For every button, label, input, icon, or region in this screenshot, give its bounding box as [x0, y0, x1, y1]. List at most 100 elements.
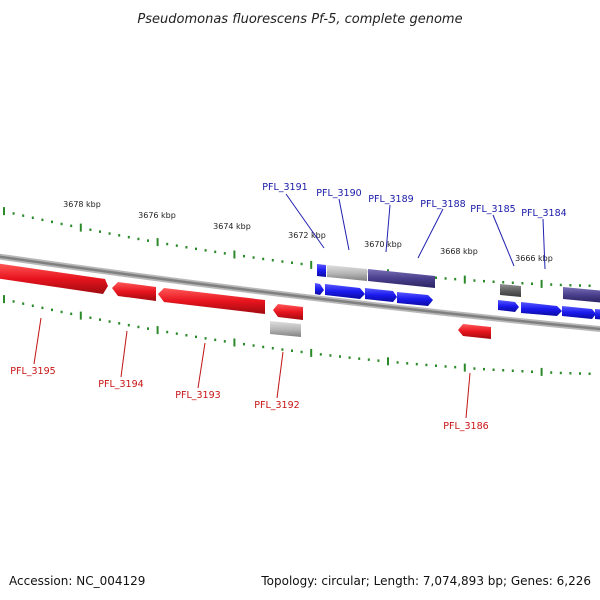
- lower-scale-tick: [223, 340, 226, 343]
- upper-scale-tick: [233, 250, 236, 259]
- gene-PFL_3184-dark[interactable]: [563, 287, 600, 303]
- lower-scale-tick: [166, 330, 169, 334]
- lower-scale-tick: [502, 369, 505, 372]
- upper-scale-tick: [243, 254, 245, 258]
- gene-PFL_3195[interactable]: [0, 263, 108, 294]
- lower-scale-tick: [233, 338, 236, 347]
- gene-label-PFL_3195[interactable]: PFL_3195: [10, 366, 55, 377]
- lower-scale-tick: [41, 306, 44, 310]
- gene-label-PFL_3193[interactable]: PFL_3193: [175, 390, 220, 401]
- upper-scale-tick: [60, 222, 63, 226]
- lower-scale-tick: [310, 348, 313, 357]
- gene-PFL_3189-b[interactable]: [365, 288, 397, 302]
- upper-scale-tick: [214, 250, 217, 254]
- upper-scale-tick: [175, 244, 178, 247]
- upper-scale-tick: [291, 261, 293, 264]
- lower-scale-tick: [550, 371, 553, 374]
- genome-backbone-line: [0, 255, 600, 331]
- lower-scale-tick: [367, 358, 370, 361]
- lower-scale-tick: [387, 357, 389, 366]
- upper-scale-tick: [252, 256, 255, 259]
- upper-scale-tick: [12, 212, 15, 215]
- lower-scale-tick: [300, 350, 303, 354]
- upper-scale-tick: [473, 279, 476, 282]
- upper-scale-tick: [559, 283, 562, 287]
- lower-scale-tick: [147, 327, 149, 330]
- upper-scale-tick: [588, 284, 591, 287]
- gene-PFL_3191[interactable]: [317, 264, 326, 277]
- lower-scale-tick: [348, 356, 351, 359]
- lower-scale-tick: [89, 316, 92, 319]
- gene-label-PFL_3188[interactable]: PFL_3188: [420, 199, 465, 210]
- genome-summary-text: Topology: circular; Length: 7,074,893 bp…: [260, 574, 591, 588]
- gene-PFL_3186[interactable]: [458, 324, 491, 339]
- gene-PFL_3188[interactable]: [397, 292, 433, 306]
- gene-PFL_3189[interactable]: [368, 269, 435, 288]
- upper-scale-tick: [22, 214, 25, 217]
- upper-scale-tick: [271, 259, 274, 262]
- lower-scale-tick: [99, 318, 101, 321]
- lower-scale-tick: [329, 354, 332, 357]
- gene-label-PFL_3190[interactable]: PFL_3190: [316, 188, 361, 199]
- gene-label-PFL_3192[interactable]: PFL_3192: [254, 400, 299, 411]
- upper-scale-tick: [310, 260, 313, 269]
- upper-scale-tick: [281, 260, 284, 263]
- kbp-label: 3678 kbp: [63, 200, 101, 209]
- lower-scale-tick: [319, 353, 322, 356]
- kbp-labels: 3678 kbp 3676 kbp 3674 kbp 3672 kbp 3670…: [63, 200, 553, 263]
- gene-PFL_3183[interactable]: [562, 306, 596, 319]
- lower-scale-tick: [108, 320, 111, 323]
- gene-label-PFL_3189[interactable]: PFL_3189: [368, 194, 413, 205]
- gene-PFL_3191-b[interactable]: [315, 283, 324, 295]
- upper-scale-tick: [300, 262, 303, 266]
- lower-scale-tick: [531, 370, 533, 373]
- upper-scale-tick: [31, 216, 34, 219]
- forward-label-leaders: [285, 193, 546, 270]
- gene-PFL_3190-b[interactable]: [325, 284, 365, 299]
- map-title: Pseudomonas fluorescens Pf-5, complete g…: [137, 12, 462, 27]
- upper-scale-tick: [70, 224, 73, 228]
- gene-PFL_3185-b[interactable]: [498, 300, 519, 312]
- upper-scale-tick: [137, 237, 140, 241]
- upper-scale-tick: [550, 283, 553, 286]
- gene-PFL_3193[interactable]: [158, 288, 265, 314]
- upper-scale-tick: [223, 252, 226, 255]
- gene-PFL_3185[interactable]: [500, 284, 521, 297]
- upper-scale-tick: [195, 247, 197, 251]
- kbp-label: 3672 kbp: [288, 231, 326, 240]
- gene-PFL_3192[interactable]: [273, 304, 303, 320]
- lower-scale-tick: [214, 338, 217, 342]
- upper-scale-tick: [204, 249, 207, 252]
- lower-scale-tick: [175, 332, 178, 335]
- lower-scale-tick: [156, 326, 159, 335]
- lower-scale-tick: [51, 308, 53, 312]
- lower-scale-tick: [60, 310, 63, 314]
- gene-label-PFL_3191[interactable]: PFL_3191: [262, 182, 307, 193]
- gene-PFL_3194[interactable]: [112, 282, 156, 301]
- gene-PFL_3190[interactable]: [327, 265, 367, 281]
- gene-label-PFL_3184[interactable]: PFL_3184: [521, 208, 566, 219]
- lower-scale-tick: [204, 337, 207, 340]
- lower-scale-tick: [540, 367, 543, 376]
- upper-scale-tick: [166, 242, 169, 246]
- upper-scale-tick: [569, 284, 572, 287]
- gene-label-PFL_3194[interactable]: PFL_3194: [98, 379, 143, 390]
- upper-scale-tick: [118, 234, 121, 237]
- gene-label-PFL_3185[interactable]: PFL_3185: [470, 204, 515, 215]
- lower-scale-tick: [262, 345, 265, 349]
- accession-text: Accession: NC_004129: [9, 574, 145, 588]
- gene-label-PFL_3186[interactable]: PFL_3186: [443, 421, 488, 432]
- gene-PFL_3192-pseudo[interactable]: [270, 321, 301, 337]
- gene-PFL_3184[interactable]: [521, 302, 562, 316]
- lower-scale-tick: [3, 295, 5, 304]
- kbp-label: 3676 kbp: [138, 211, 176, 220]
- lower-scale-tick: [511, 369, 514, 372]
- lower-scale-tick: [31, 304, 34, 307]
- lower-scale-tick: [137, 325, 140, 329]
- lower-scale-tick: [492, 368, 495, 371]
- gene-PFL_3182[interactable]: [595, 309, 600, 320]
- upper-scale-tick: [521, 282, 524, 285]
- lower-scale-tick: [559, 371, 562, 375]
